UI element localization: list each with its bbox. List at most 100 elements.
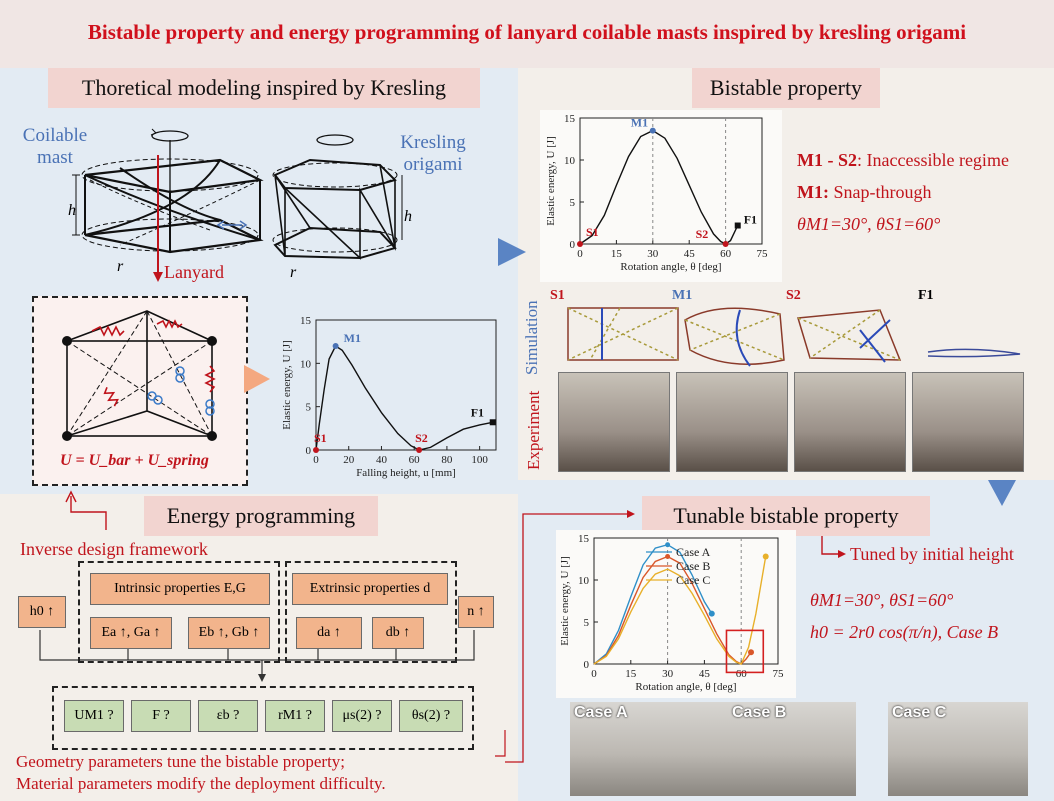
snap-through-text: M1: Snap-through xyxy=(797,182,932,202)
link-line-tunable xyxy=(505,510,635,763)
point-label-s2: S2 xyxy=(696,227,709,241)
series-line xyxy=(315,344,493,451)
photo-case-b: Case B xyxy=(728,702,856,796)
section-header-modeling: Thoretical modeling inspired by Kresling xyxy=(48,68,480,108)
x-tick-label: 75 xyxy=(757,248,769,260)
ea-box: Ea ↑, Ga ↑ xyxy=(90,617,172,649)
x-axis-label: Falling height, u [mm] xyxy=(356,467,456,479)
point-label-f1: F1 xyxy=(744,213,757,227)
output-mus: μs(2) ? xyxy=(332,700,392,732)
point-f1 xyxy=(489,419,496,426)
coilable-mast-label: Coilable mast xyxy=(22,125,88,168)
y-tick-label: 15 xyxy=(578,533,590,545)
tuned-label: Tuned by initial height xyxy=(850,544,1014,564)
lanyard-label: Lanyard xyxy=(164,262,224,282)
point-m1 xyxy=(332,343,339,349)
n-box: n ↑ xyxy=(458,596,494,628)
series-line xyxy=(593,555,752,665)
x-tick-label: 45 xyxy=(684,248,696,260)
experiment-photo-s2 xyxy=(794,372,906,472)
legend-label: Case B xyxy=(676,559,710,573)
series-end-point xyxy=(748,649,755,656)
x-tick-label: 75 xyxy=(773,668,785,680)
y-tick-label: 10 xyxy=(578,575,590,587)
sim-state-m1: M1 xyxy=(672,288,693,303)
series-line xyxy=(579,129,739,245)
y-axis-label: Elastic energy, U [J] xyxy=(281,340,293,430)
point-s1 xyxy=(577,241,583,247)
x-axis-label: Rotation angle, θ [deg] xyxy=(635,681,736,693)
x-tick-label: 60 xyxy=(736,668,748,680)
x-tick-label: 100 xyxy=(471,454,488,466)
bistable-angles: θM1=30°, θS1=60° xyxy=(797,214,941,234)
series-peak-point xyxy=(665,553,671,559)
y-axis-label: Elastic energy, U [J] xyxy=(559,556,571,646)
db-box: db ↑ xyxy=(372,617,424,649)
point-s2 xyxy=(722,241,729,247)
tuned-arrow xyxy=(821,536,846,558)
simulation-label: Simulation xyxy=(522,300,541,375)
x-tick-label: 15 xyxy=(611,248,623,260)
intrinsic-box: Intrinsic properties E,G xyxy=(90,573,270,605)
x-tick-label: 45 xyxy=(699,668,711,680)
point-f1 xyxy=(734,222,741,229)
output-um1: UM1 ? xyxy=(64,700,124,732)
conclusion-material: Material parameters modify the deploymen… xyxy=(16,774,386,793)
point-label-s1: S1 xyxy=(314,431,327,445)
x-tick-label: 0 xyxy=(591,668,597,680)
arrow-to-chart1 xyxy=(244,365,270,393)
x-tick-label: 30 xyxy=(647,248,659,260)
x-tick-label: 40 xyxy=(376,454,388,466)
plot-frame xyxy=(315,319,497,451)
x-tick-label: 0 xyxy=(313,454,319,466)
series-end-point xyxy=(708,610,715,617)
y-tick-label: 15 xyxy=(564,113,576,125)
h0-box: h0 ↑ xyxy=(18,596,66,628)
series-peak-point xyxy=(763,553,769,559)
section-header-tunable: Tunable bistable property xyxy=(642,496,930,536)
y-tick-label: 10 xyxy=(564,155,576,167)
point-label-s2: S2 xyxy=(415,431,428,445)
spring-model-illustration xyxy=(62,310,217,441)
series-peak-point xyxy=(665,542,671,548)
x-tick-label: 30 xyxy=(662,668,674,680)
output-eb: εb ? xyxy=(198,700,258,732)
title-bar xyxy=(0,0,1054,68)
energy-formula: U = U_bar + U_spring xyxy=(60,452,209,469)
point-s2 xyxy=(416,447,423,453)
kresling-origami-label: Kresling origami xyxy=(400,132,466,175)
tunable-h0: h0 = 2r0 cos(π/n), Case B xyxy=(810,622,999,642)
output-f: F ? xyxy=(131,700,191,732)
section-header-bistable: Bistable property xyxy=(692,68,880,108)
extrinsic-group xyxy=(285,561,457,663)
point-m1 xyxy=(649,127,656,134)
y-tick-label: 0 xyxy=(570,239,576,251)
inverse-design-label: Inverse design framework xyxy=(20,539,208,559)
x-tick-label: 60 xyxy=(409,454,421,466)
y-tick-label: 10 xyxy=(300,358,312,370)
section-header-energy: Energy programming xyxy=(144,496,378,536)
h-label-kresling: h xyxy=(404,208,412,225)
arrow-to-tunable xyxy=(988,480,1016,506)
highlight-box xyxy=(725,629,765,674)
sim-state-s1: S1 xyxy=(550,288,565,303)
point-s1 xyxy=(313,447,319,453)
point-label-m1: M1 xyxy=(344,331,361,345)
x-tick-label: 0 xyxy=(577,248,583,260)
h-label-mast: h xyxy=(68,202,76,219)
sim-state-s2: S2 xyxy=(786,288,801,303)
conclusion-geometry: Geometry parameters tune the bistable pr… xyxy=(16,752,346,771)
experiment-photo-m1 xyxy=(676,372,788,472)
outputs-group xyxy=(52,686,474,750)
sim-state-f1: F1 xyxy=(918,288,934,303)
intrinsic-group xyxy=(78,561,280,663)
chart-energy-vs-height: 0 20 40 60 80 100 0 5 10 15 Falling height, u [mm]… xyxy=(281,315,497,479)
output-rm1: rM1 ? xyxy=(265,700,325,732)
mast-illustration xyxy=(72,128,403,282)
extrinsic-box: Extrinsic properties d xyxy=(292,573,448,605)
point-label-f1: F1 xyxy=(471,405,484,419)
y-tick-label: 15 xyxy=(300,315,312,327)
r-label-mast: r xyxy=(117,258,124,275)
